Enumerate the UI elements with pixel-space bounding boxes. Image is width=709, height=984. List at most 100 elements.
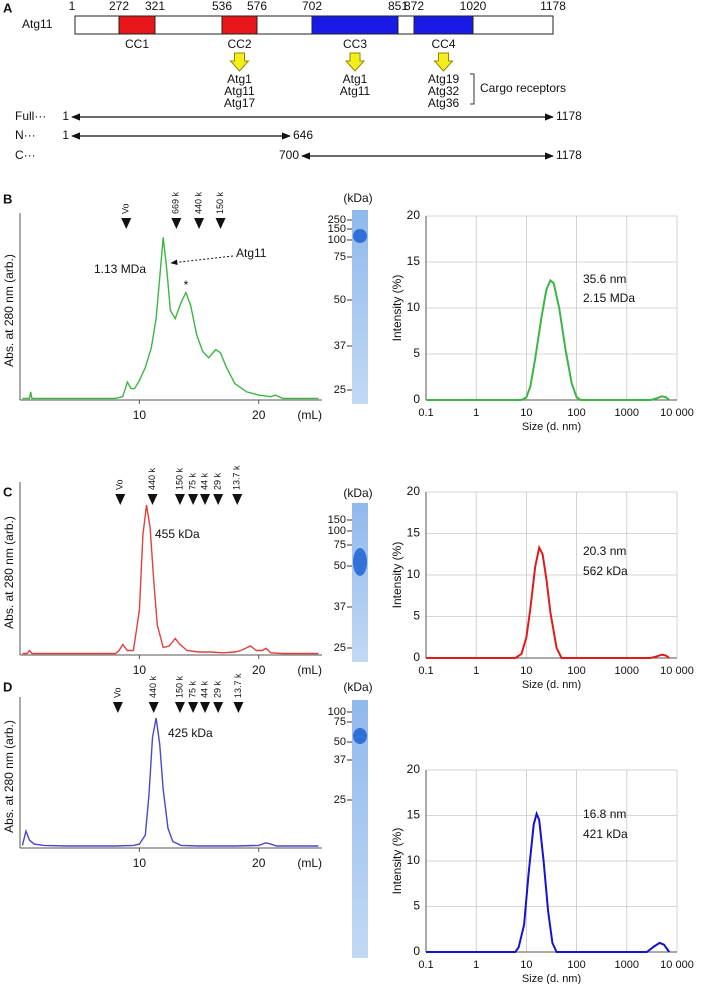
ladder-label: 25 bbox=[334, 794, 346, 806]
x-tick-label: 10 bbox=[133, 663, 147, 677]
binder-name: Atg17 bbox=[224, 96, 256, 110]
residue-number: 1178 bbox=[540, 0, 566, 13]
annotation: 35.6 nm bbox=[583, 272, 626, 286]
standard-label: 75 k bbox=[187, 680, 197, 698]
standard-marker bbox=[171, 218, 182, 229]
standard-marker bbox=[213, 494, 224, 505]
ladder-label: 150 bbox=[328, 223, 346, 235]
binding-arrow bbox=[344, 52, 366, 72]
construct-name: C··· bbox=[15, 148, 36, 162]
y-tick-label: 20 bbox=[407, 484, 421, 498]
standard-marker bbox=[115, 494, 126, 505]
standard-marker bbox=[188, 494, 199, 505]
binder-name: Atg19 bbox=[428, 72, 460, 86]
y-tick-label: 5 bbox=[413, 346, 420, 360]
standard-label: 29 k bbox=[213, 680, 223, 698]
residue-number: 272 bbox=[109, 0, 129, 13]
standard-label: 75 k bbox=[187, 472, 197, 490]
binding-arrow bbox=[433, 52, 454, 72]
standard-marker bbox=[121, 218, 132, 229]
standard-label: 150 k bbox=[174, 467, 184, 490]
y-tick-label: 10 bbox=[407, 567, 421, 581]
y-tick-label: 10 bbox=[407, 853, 421, 867]
ladder-label: 37 bbox=[334, 754, 346, 766]
standard-marker bbox=[215, 218, 226, 229]
standard-label: 150 k bbox=[174, 675, 184, 698]
annotation: 16.8 nm bbox=[583, 807, 626, 821]
y-tick-label: 0 bbox=[413, 650, 420, 664]
x-tick-label: 10 bbox=[133, 408, 147, 422]
x-tick-label: 10 000 bbox=[660, 407, 694, 419]
annotation: 425 kDa bbox=[168, 726, 213, 740]
annotation: 20.3 nm bbox=[583, 544, 626, 558]
x-tick-label: 1000 bbox=[615, 407, 639, 419]
standard-label: Vo bbox=[121, 203, 131, 214]
x-tick-label: 1 bbox=[473, 959, 479, 971]
binder-name: Atg1 bbox=[227, 72, 252, 86]
y-axis-label: Abs. at 280 nm (arb.) bbox=[2, 254, 16, 367]
x-axis-label: Size (d. nm) bbox=[522, 679, 581, 691]
residue-number: 1 bbox=[62, 109, 69, 123]
ladder-label: 25 bbox=[334, 642, 346, 654]
panel-label: B bbox=[3, 191, 12, 206]
residue-number: 1020 bbox=[460, 0, 487, 13]
x-tick-label: 0.1 bbox=[418, 959, 433, 971]
standard-marker bbox=[194, 218, 205, 229]
x-tick-label: 100 bbox=[567, 959, 585, 971]
residue-number: 536 bbox=[212, 0, 232, 13]
x-tick-label: 0.1 bbox=[418, 665, 433, 677]
standard-marker bbox=[200, 494, 211, 505]
construct-name: N··· bbox=[15, 128, 36, 142]
residue-number: 700 bbox=[279, 148, 299, 162]
x-tick-label: 10 bbox=[520, 407, 532, 419]
size-distribution bbox=[426, 544, 670, 659]
panel-label: D bbox=[3, 679, 12, 694]
x-tick-label: 100 bbox=[567, 665, 585, 677]
x-tick-label: 0.1 bbox=[418, 407, 433, 419]
x-tick-label: 10 000 bbox=[660, 665, 694, 677]
standard-marker bbox=[174, 702, 185, 713]
y-tick-label: 15 bbox=[407, 254, 421, 268]
domain bbox=[221, 15, 258, 35]
standard-label: 150 k bbox=[215, 191, 225, 214]
binder-name: Atg36 bbox=[428, 96, 460, 110]
binder-name: Atg1 bbox=[343, 72, 368, 86]
chromatogram bbox=[22, 237, 319, 400]
gel-unit: (kDa) bbox=[343, 680, 372, 694]
y-tick-label: 5 bbox=[413, 609, 420, 623]
x-tick-label: 1 bbox=[473, 407, 479, 419]
standard-marker bbox=[112, 702, 123, 713]
binder-name: Atg32 bbox=[428, 84, 460, 98]
gel-unit: (kDa) bbox=[343, 191, 372, 205]
size-distribution bbox=[426, 810, 671, 953]
x-tick-label: 1 bbox=[473, 665, 479, 677]
x-axis-label: Size (d. nm) bbox=[522, 973, 581, 984]
gel-lane bbox=[352, 503, 368, 662]
residue-number: 1 bbox=[62, 128, 69, 142]
annotation: 421 kDa bbox=[583, 827, 628, 841]
standard-label: 44 k bbox=[199, 472, 209, 490]
panel-label: C bbox=[3, 484, 13, 499]
residue-number: 1 bbox=[69, 0, 76, 13]
ladder-label: 100 bbox=[328, 234, 346, 246]
standard-label: 29 k bbox=[213, 472, 223, 490]
residue-number: 851 bbox=[388, 0, 408, 13]
annotation: 455 kDa bbox=[155, 527, 200, 541]
ladder-label: 50 bbox=[334, 736, 346, 748]
standard-label: 440 k bbox=[147, 467, 157, 490]
gel-band bbox=[353, 728, 367, 744]
domain-name: CC1 bbox=[125, 37, 149, 51]
y-tick-label: 15 bbox=[407, 526, 421, 540]
residue-number: 872 bbox=[404, 0, 424, 13]
y-axis-label: Intensity (%) bbox=[390, 542, 404, 609]
standard-marker bbox=[174, 494, 185, 505]
standard-marker bbox=[213, 702, 224, 713]
x-axis-label: Size (d. nm) bbox=[522, 421, 581, 433]
y-axis-label: Abs. at 280 nm (arb.) bbox=[2, 720, 16, 833]
domain-name: CC3 bbox=[343, 37, 367, 51]
gel-band bbox=[353, 229, 367, 243]
gel-lane bbox=[352, 700, 368, 958]
x-tick-label: 1000 bbox=[615, 665, 639, 677]
x-tick-label: 20 bbox=[252, 663, 266, 677]
standard-marker bbox=[188, 702, 199, 713]
